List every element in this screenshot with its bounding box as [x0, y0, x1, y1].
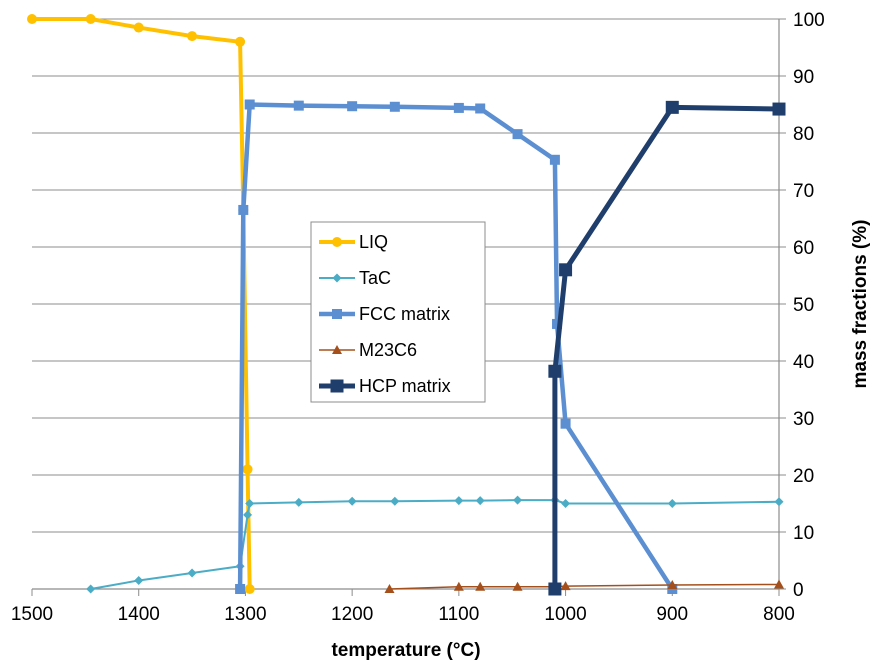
- data-point-hcp-matrix: [559, 263, 573, 277]
- legend-label: M23C6: [359, 340, 417, 360]
- data-point-m23c6: [453, 581, 464, 591]
- legend-label: FCC matrix: [359, 304, 450, 324]
- series-liq: [27, 14, 255, 594]
- series-m23c6: [384, 579, 784, 593]
- data-point-liq: [242, 464, 253, 475]
- data-point-tac: [475, 496, 485, 506]
- data-point-fcc-matrix: [512, 129, 523, 140]
- axes: 0 10 20 30 40 50 60 70 80 90 100 1500 1400 1300 1200 11…: [11, 10, 825, 625]
- data-point-tac: [454, 496, 464, 506]
- data-point-tac: [561, 499, 571, 508]
- data-point-liq: [244, 584, 255, 594]
- data-point-m23c6: [384, 584, 395, 593]
- legend-label: TaC: [359, 268, 391, 288]
- data-point-hcp-matrix: [548, 364, 562, 378]
- y-tick-label: 50: [793, 295, 814, 316]
- y-tick-label: 60: [793, 238, 814, 259]
- legend-swatch-marker: [332, 345, 342, 354]
- data-point-tac: [86, 584, 96, 594]
- x-axis-title: temperature (°C): [331, 640, 480, 661]
- data-point-m23c6: [667, 580, 678, 590]
- series-line-m23c6: [389, 583, 780, 590]
- x-tick-label: 900: [656, 604, 688, 625]
- x-tick-label: 1400: [118, 604, 160, 625]
- data-point-fcc-matrix: [235, 584, 246, 594]
- data-point-liq: [27, 14, 37, 24]
- data-point-fcc-matrix: [244, 99, 255, 110]
- data-point-hcp-matrix: [548, 582, 562, 596]
- data-point-tac: [774, 497, 784, 507]
- x-tick-label: 800: [763, 604, 795, 625]
- data-point-fcc-matrix: [293, 100, 304, 111]
- data-point-tac: [667, 499, 677, 508]
- data-point-tac: [294, 497, 304, 507]
- data-point-fcc-matrix: [475, 103, 486, 114]
- legend-entry-tac: TaC: [319, 268, 391, 288]
- data-point-tac: [187, 568, 197, 578]
- data-point-tac: [245, 499, 255, 508]
- data-point-liq: [133, 22, 144, 33]
- data-point-liq: [85, 14, 96, 24]
- data-point-m23c6: [560, 581, 571, 591]
- data-point-tac: [390, 496, 400, 506]
- series-line-liq: [32, 17, 252, 590]
- data-point-fcc-matrix: [552, 318, 563, 329]
- data-point-fcc-matrix: [238, 204, 249, 215]
- legend-swatch-marker: [332, 273, 342, 283]
- legend-label: HCP matrix: [359, 376, 451, 396]
- y-tick-label: 40: [793, 352, 814, 373]
- x-tick-label: 1000: [544, 604, 586, 625]
- data-point-m23c6: [475, 581, 486, 591]
- series-tac: [86, 495, 784, 594]
- legend-entry-hcp-matrix: HCP matrix: [319, 376, 451, 396]
- data-point-fcc-matrix: [453, 102, 464, 113]
- data-point-fcc-matrix: [347, 101, 358, 112]
- legend-label: LIQ: [359, 232, 388, 252]
- legend: LIQ TaC FCC matrix M23C6 HCP matrix: [310, 221, 486, 403]
- x-tick-label: 1300: [224, 604, 266, 625]
- y-tick-label: 0: [793, 580, 804, 601]
- y-axis-title: mass fractions (%): [850, 220, 871, 389]
- data-point-fcc-matrix: [389, 101, 400, 112]
- data-point-tac: [347, 496, 357, 506]
- y-tick-label: 90: [793, 67, 814, 88]
- data-point-liq: [235, 36, 246, 47]
- data-point-tac: [134, 575, 144, 585]
- y-tick-label: 70: [793, 181, 814, 202]
- y-tick-label: 20: [793, 466, 814, 487]
- data-point-fcc-matrix: [549, 154, 560, 165]
- series-line-tac: [90, 499, 780, 590]
- data-point-hcp-matrix: [665, 100, 679, 114]
- data-point-tac: [513, 495, 523, 505]
- series-line-hcp-matrix: [552, 104, 780, 589]
- y-tick-label: 10: [793, 523, 814, 544]
- legend-entry-m23c6: M23C6: [319, 340, 417, 360]
- data-point-liq: [187, 31, 198, 42]
- plot-series: [27, 14, 786, 596]
- y-tick-label: 80: [793, 124, 814, 145]
- data-point-fcc-matrix: [560, 418, 571, 429]
- legend-swatch-marker: [330, 379, 344, 393]
- x-tick-label: 1200: [331, 604, 373, 625]
- series-hcp-matrix: [548, 100, 786, 596]
- data-point-hcp-matrix: [772, 102, 786, 116]
- data-point-m23c6: [512, 581, 523, 591]
- x-tick-label: 1100: [438, 604, 479, 625]
- legend-swatch-marker: [332, 309, 342, 319]
- legend-entry-fcc-matrix: FCC matrix: [319, 304, 450, 324]
- legend-entry-liq: LIQ: [319, 232, 388, 252]
- y-tick-label: 100: [793, 10, 825, 31]
- data-point-tac: [243, 510, 253, 520]
- x-tick-label: 1500: [11, 604, 53, 625]
- y-tick-label: 30: [793, 409, 814, 430]
- legend-swatch-marker: [332, 237, 342, 247]
- data-point-m23c6: [774, 579, 784, 589]
